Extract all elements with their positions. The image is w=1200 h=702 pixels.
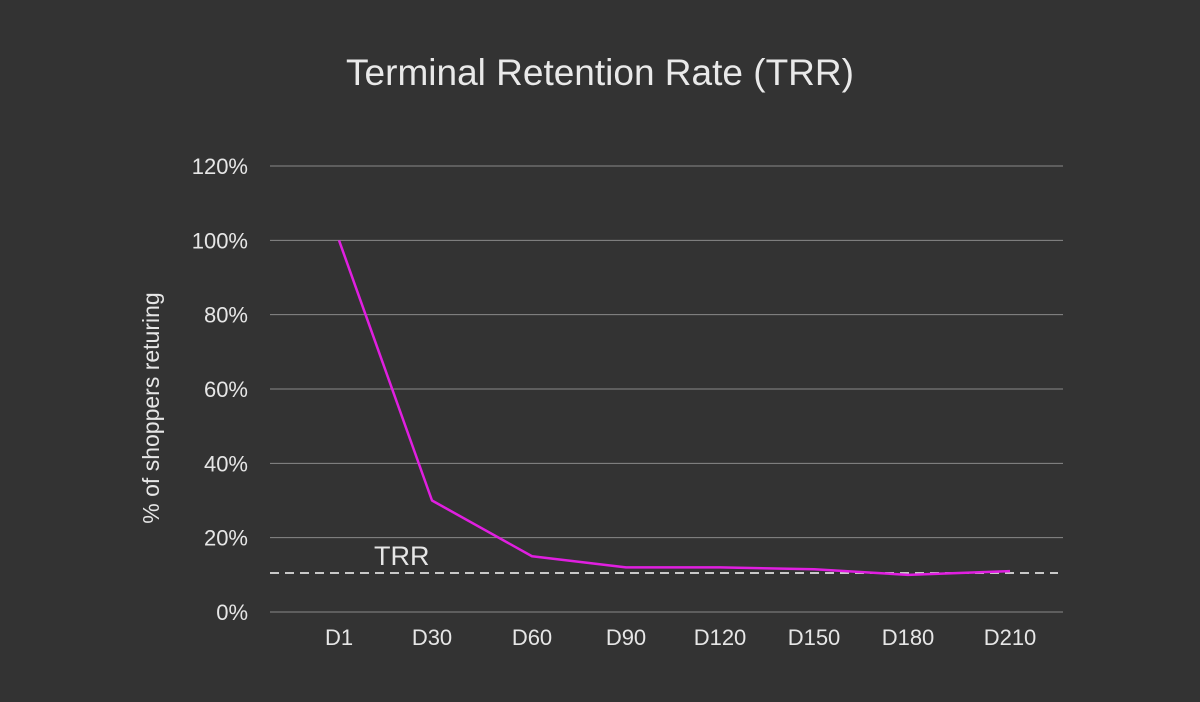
y-axis-ticks: 0% 20% 40% 60% 80% 100% 120% — [192, 154, 248, 625]
trr-reference: TRR — [270, 541, 1058, 574]
x-tick-label: D90 — [606, 625, 646, 650]
y-tick-label: 120% — [192, 154, 248, 179]
x-tick-label: D120 — [694, 625, 747, 650]
y-tick-label: 60% — [204, 377, 248, 402]
y-tick-label: 0% — [216, 600, 248, 625]
series-layer — [337, 239, 1011, 577]
x-tick-label: D150 — [788, 625, 841, 650]
x-tick-label: D30 — [412, 625, 452, 650]
x-tick-label: D210 — [984, 625, 1037, 650]
x-tick-label: D180 — [882, 625, 935, 650]
x-tick-label: D1 — [325, 625, 353, 650]
y-tick-label: 40% — [204, 451, 248, 476]
y-tick-label: 100% — [192, 228, 248, 253]
y-tick-label: 20% — [204, 526, 248, 551]
trr-label: TRR — [374, 541, 430, 571]
gridlines — [270, 165, 1063, 613]
series-line — [337, 239, 1011, 577]
x-axis-ticks: D1 D30 D60 D90 D120 D150 D180 D210 — [325, 625, 1036, 650]
chart-title: Terminal Retention Rate (TRR) — [346, 52, 854, 93]
y-tick-label: 80% — [204, 303, 248, 328]
y-axis-label: % of shoppers returing — [138, 292, 164, 523]
x-tick-label: D60 — [512, 625, 552, 650]
